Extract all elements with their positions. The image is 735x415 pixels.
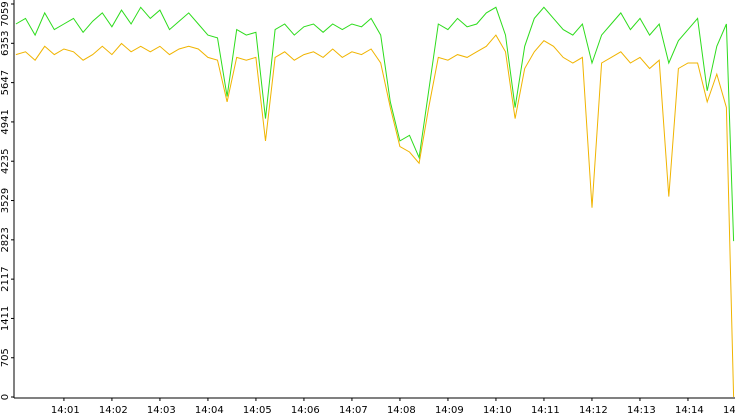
y-tick-label: 705 [0,348,11,367]
y-tick-label: 4941 [0,109,11,134]
y-tick-label: 2117 [0,266,11,291]
x-tick-label: 14:03 [147,405,176,415]
y-tick-label: 7059 [0,1,11,26]
x-tick-label: 14:12 [579,405,608,415]
x-tick-label: 14:04 [195,405,224,415]
y-tick-label: 4235 [0,148,11,173]
x-tick-label: 14:13 [627,405,656,415]
x-tick-label: 14:10 [483,405,512,415]
x-tick-label: 14:14 [675,405,704,415]
y-tick-label: 5647 [0,70,11,95]
x-tick-label: 14:08 [387,405,416,415]
x-tick-label: 14:11 [531,405,560,415]
x-tick-label: 14:07 [339,405,368,415]
x-tick-label: 14:01 [51,405,80,415]
series-line [15,34,735,398]
series-line [15,6,735,242]
y-tick-label: 3529 [0,188,11,213]
x-tick-label: 14:02 [99,405,128,415]
y-tick-label: 1411 [0,306,11,331]
x-tick-label: 14 [723,405,735,415]
y-tick-label: 2823 [0,227,11,252]
y-tick-label: 0 [0,394,11,400]
x-tick-label: 14:05 [243,405,272,415]
y-tick-label: 6353 [0,31,11,56]
x-tick-label: 14:06 [291,405,320,415]
x-tick-label: 14:09 [435,405,464,415]
